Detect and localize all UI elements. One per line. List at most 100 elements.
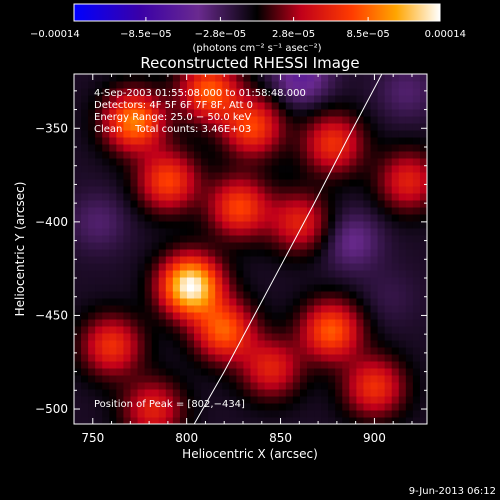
heatmap-cell	[285, 340, 294, 348]
heatmap-cell	[95, 116, 103, 124]
heatmap-cell	[285, 242, 294, 250]
heatmap-cell	[391, 74, 400, 82]
heatmap-cell	[306, 200, 315, 208]
heatmap-cell	[172, 326, 181, 334]
heatmap-cell	[201, 235, 209, 243]
heatmap-cell	[88, 354, 96, 362]
heatmap-cell	[349, 417, 357, 424]
heatmap-cell	[109, 305, 117, 313]
heatmap-cell	[102, 207, 110, 215]
heatmap-cell	[222, 333, 230, 341]
heatmap-cell	[419, 333, 427, 341]
heatmap-cell	[391, 95, 400, 103]
heatmap-cell	[208, 88, 216, 96]
heatmap-cell	[377, 207, 386, 215]
heatmap-cell	[222, 375, 230, 383]
heatmap-cell	[229, 319, 237, 327]
heatmap-cell	[102, 256, 110, 264]
heatmap-cell	[299, 221, 308, 229]
heatmap-cell	[405, 74, 414, 82]
heatmap-cell	[250, 277, 259, 285]
heatmap-cell	[419, 102, 427, 110]
heatmap-cell	[398, 263, 407, 271]
heatmap-cell	[356, 270, 364, 278]
heatmap-cell	[109, 144, 117, 152]
heatmap-cell	[328, 242, 336, 250]
heatmap-cell	[95, 340, 103, 348]
heatmap-cell	[377, 95, 386, 103]
heatmap-cell	[257, 417, 266, 424]
heatmap-cell	[328, 396, 336, 404]
heatmap-cell	[109, 221, 117, 229]
heatmap-cell	[229, 130, 237, 138]
heatmap-cell	[321, 354, 329, 362]
heatmap-cell	[158, 200, 167, 208]
heatmap-cell	[328, 102, 336, 110]
heatmap-cell	[172, 214, 181, 222]
heatmap-cell	[391, 144, 400, 152]
heatmap-cell	[391, 214, 400, 222]
heatmap-cell	[137, 130, 146, 138]
heatmap-cell	[208, 158, 216, 166]
heatmap-cell	[321, 326, 329, 334]
heatmap-cell	[321, 144, 329, 152]
heatmap-cell	[116, 375, 124, 383]
heatmap-cell	[236, 207, 244, 215]
heatmap-cell	[250, 95, 259, 103]
heatmap-cell	[419, 144, 427, 152]
heatmap-cell	[81, 228, 89, 236]
heatmap-cell	[349, 410, 357, 418]
heatmap-cell	[257, 305, 266, 313]
heatmap-cell	[172, 200, 181, 208]
heatmap-cell	[151, 361, 160, 369]
heatmap-cell	[314, 137, 322, 145]
heatmap-cell	[349, 382, 357, 390]
heatmap-cell	[81, 165, 89, 173]
heatmap-cell	[384, 389, 393, 397]
heatmap-cell	[201, 102, 209, 110]
heatmap-cell	[158, 116, 167, 124]
heatmap-cell	[306, 263, 315, 271]
heatmap-cell	[88, 221, 96, 229]
heatmap-cell	[314, 340, 322, 348]
heatmap-cell	[377, 221, 386, 229]
heatmap-cell	[349, 284, 357, 292]
heatmap-cell	[306, 179, 315, 187]
heatmap-cell	[271, 382, 280, 390]
annotation-energy-range: Energy Range: 25.0 − 50.0 keV	[94, 112, 251, 123]
heatmap-cell	[292, 137, 301, 145]
heatmap-cell	[229, 102, 237, 110]
heatmap-cell	[243, 319, 251, 327]
heatmap-cell	[179, 88, 188, 96]
heatmap-cell	[186, 340, 195, 348]
heatmap-cell	[123, 116, 131, 124]
heatmap-cell	[215, 326, 223, 334]
heatmap-cell	[243, 389, 251, 397]
heatmap-cell	[306, 95, 315, 103]
heatmap-cell	[271, 81, 280, 89]
heatmap-cell	[328, 319, 336, 327]
heatmap-cell	[314, 102, 322, 110]
heatmap-cell	[405, 417, 414, 424]
heatmap-cell	[229, 158, 237, 166]
heatmap-cell	[306, 291, 315, 299]
heatmap-cell	[172, 375, 181, 383]
heatmap-cell	[391, 200, 400, 208]
heatmap-cell	[215, 389, 223, 397]
heatmap-cell	[342, 88, 350, 96]
heatmap-cell	[278, 263, 287, 271]
heatmap-cell	[370, 382, 379, 390]
heatmap-cell	[349, 361, 357, 369]
heatmap-cell	[314, 361, 322, 369]
heatmap-cell	[335, 305, 343, 313]
heatmap-cell	[194, 256, 202, 264]
heatmap-cell	[314, 277, 322, 285]
heatmap-cell	[384, 88, 393, 96]
heatmap-cell	[215, 417, 223, 424]
heatmap-cell	[123, 319, 131, 327]
heatmap-cell	[172, 298, 181, 306]
heatmap-cell	[335, 179, 343, 187]
heatmap-cell	[243, 172, 251, 180]
heatmap-cell	[116, 158, 124, 166]
heatmap-cell	[321, 277, 329, 285]
